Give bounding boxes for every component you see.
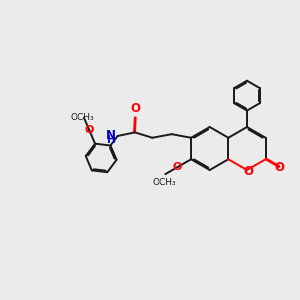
Text: O: O: [243, 165, 253, 178]
Text: H: H: [107, 134, 116, 145]
Text: O: O: [173, 162, 182, 172]
Text: O: O: [131, 102, 141, 115]
Text: OCH₃: OCH₃: [153, 178, 176, 188]
Text: N: N: [106, 129, 116, 142]
Text: OCH₃: OCH₃: [71, 113, 94, 122]
Text: O: O: [274, 160, 284, 173]
Text: O: O: [85, 125, 94, 135]
